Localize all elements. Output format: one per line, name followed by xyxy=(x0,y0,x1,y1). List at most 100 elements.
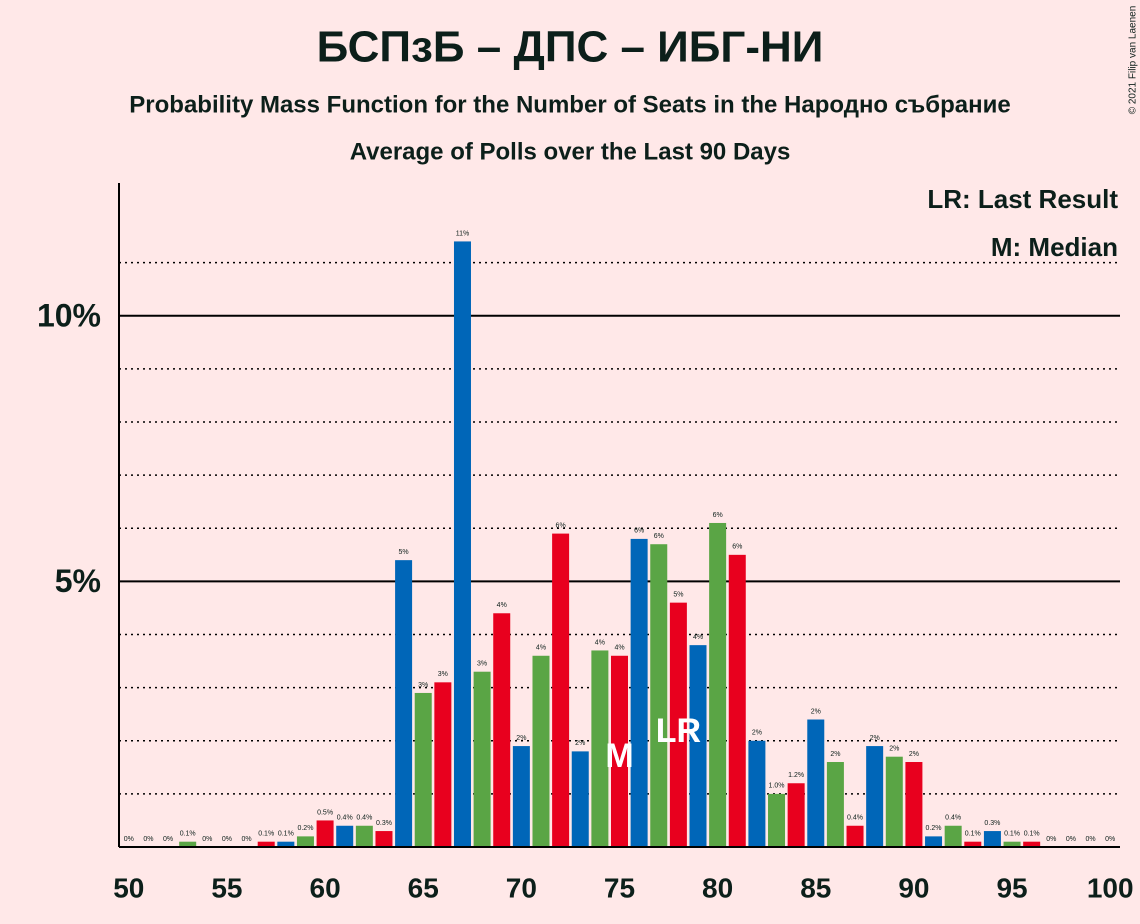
value-label: 2% xyxy=(752,730,762,737)
legend-entry: M: Median xyxy=(991,232,1118,262)
bar xyxy=(355,825,373,847)
bar xyxy=(768,793,786,847)
value-label: 6% xyxy=(556,522,566,529)
value-label: 2% xyxy=(830,751,840,758)
value-label: 4% xyxy=(595,639,605,646)
bar xyxy=(395,560,413,847)
bar xyxy=(257,841,275,847)
value-label: 0.1% xyxy=(278,831,294,838)
bar xyxy=(885,756,903,847)
value-label: 2% xyxy=(575,740,585,747)
value-label: 4% xyxy=(614,645,624,652)
median-marker: M xyxy=(605,737,633,775)
bar xyxy=(296,836,314,847)
value-label: 0.2% xyxy=(297,825,313,832)
value-label: 6% xyxy=(634,528,644,535)
value-label: 0% xyxy=(222,836,232,843)
x-tick-label: 55 xyxy=(211,872,242,903)
bar xyxy=(532,655,550,847)
bar xyxy=(925,836,943,847)
x-tick-label: 50 xyxy=(113,872,144,903)
bar xyxy=(728,554,746,847)
value-label: 0.4% xyxy=(847,815,863,822)
value-label: 0.1% xyxy=(1024,831,1040,838)
value-label: 5% xyxy=(399,549,409,556)
x-tick-label: 65 xyxy=(408,872,439,903)
value-label: 1.2% xyxy=(788,772,804,779)
bar xyxy=(944,825,962,847)
value-label: 11% xyxy=(456,230,470,237)
x-tick-label: 70 xyxy=(506,872,537,903)
copyright: © 2021 Filip van Laenen xyxy=(1128,6,1139,115)
value-label: 0% xyxy=(1085,836,1095,843)
x-tick-label: 60 xyxy=(310,872,341,903)
chart-subtitle: Average of Polls over the Last 90 Days xyxy=(350,138,791,165)
value-label: 2% xyxy=(870,735,880,742)
value-label: 0% xyxy=(143,836,153,843)
value-label: 0.2% xyxy=(926,825,942,832)
value-label: 2% xyxy=(889,746,899,753)
value-label: 0.4% xyxy=(356,815,372,822)
value-label: 5% xyxy=(673,591,683,598)
bar xyxy=(905,762,923,847)
bar xyxy=(179,841,197,847)
value-label: 6% xyxy=(654,533,664,540)
bar xyxy=(669,602,687,847)
x-tick-label: 75 xyxy=(604,872,635,903)
bar xyxy=(453,241,471,847)
chart-title: БСПзБ – ДПС – ИБГ-НИ xyxy=(317,23,824,72)
bar xyxy=(630,538,648,847)
value-label: 0% xyxy=(163,836,173,843)
bar xyxy=(375,831,393,847)
value-label: 0% xyxy=(242,836,252,843)
bar xyxy=(866,746,884,847)
bar xyxy=(277,841,295,847)
bar xyxy=(512,746,530,847)
bar xyxy=(709,522,727,847)
value-label: 6% xyxy=(732,544,742,551)
value-label: 1.0% xyxy=(769,783,785,790)
x-tick-label: 85 xyxy=(800,872,831,903)
bar xyxy=(846,825,864,847)
value-label: 2% xyxy=(811,708,821,715)
value-label: 0.4% xyxy=(945,815,961,822)
last-result-marker: LR xyxy=(656,712,701,750)
bar xyxy=(316,820,334,847)
bar xyxy=(826,762,844,847)
bar xyxy=(689,645,707,847)
y-tick-label: 5% xyxy=(55,563,101,599)
value-label: 0.4% xyxy=(337,815,353,822)
bar xyxy=(591,650,609,847)
legend-entry: LR: Last Result xyxy=(927,184,1118,214)
value-label: 3% xyxy=(477,661,487,668)
y-tick-label: 10% xyxy=(37,297,101,333)
value-label: 0% xyxy=(124,836,134,843)
bar xyxy=(1003,841,1021,847)
bar xyxy=(336,825,354,847)
bar xyxy=(983,831,1001,847)
bar xyxy=(650,544,668,847)
value-label: 4% xyxy=(497,602,507,609)
bar xyxy=(473,671,491,847)
value-label: 0% xyxy=(1066,836,1076,843)
value-label: 0.3% xyxy=(984,820,1000,827)
value-label: 0.1% xyxy=(180,831,196,838)
bar xyxy=(787,783,805,847)
value-label: 3% xyxy=(438,671,448,678)
x-tick-label: 90 xyxy=(898,872,929,903)
bar xyxy=(1023,841,1041,847)
value-label: 0.5% xyxy=(317,809,333,816)
value-label: 6% xyxy=(713,512,723,519)
x-tick-label: 95 xyxy=(996,872,1027,903)
chart-subtitle: Probability Mass Function for the Number… xyxy=(129,91,1010,118)
x-tick-label: 100 xyxy=(1087,872,1134,903)
value-label: 0% xyxy=(1046,836,1056,843)
value-label: 0.3% xyxy=(376,820,392,827)
value-label: 0% xyxy=(202,836,212,843)
value-label: 2% xyxy=(516,735,526,742)
value-label: 0.1% xyxy=(965,831,981,838)
value-label: 2% xyxy=(909,751,919,758)
bar xyxy=(571,751,589,847)
